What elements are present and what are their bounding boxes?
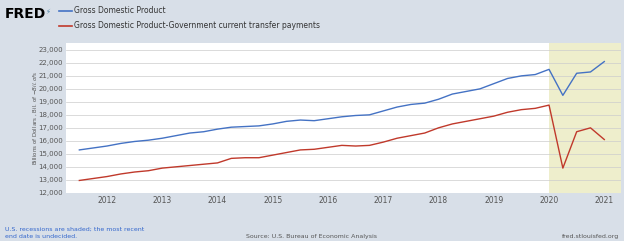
- Text: FRED: FRED: [5, 7, 46, 21]
- Bar: [549, 43, 621, 193]
- Text: U.S. recessions are shaded; the most recent
end date is undecided.: U.S. recessions are shaded; the most rec…: [5, 227, 144, 239]
- Text: Gross Domestic Product: Gross Domestic Product: [74, 6, 165, 15]
- Y-axis label: Billions of Dollars , Bil. of $-Bil. of $s: Billions of Dollars , Bil. of $-Bil. of …: [31, 71, 39, 165]
- Text: Source: U.S. Bureau of Economic Analysis: Source: U.S. Bureau of Economic Analysis: [246, 234, 378, 239]
- Text: ⚡: ⚡: [45, 8, 50, 14]
- Text: fred.stlouisfed.org: fred.stlouisfed.org: [562, 234, 619, 239]
- Text: Gross Domestic Product-Government current transfer payments: Gross Domestic Product-Government curren…: [74, 20, 319, 30]
